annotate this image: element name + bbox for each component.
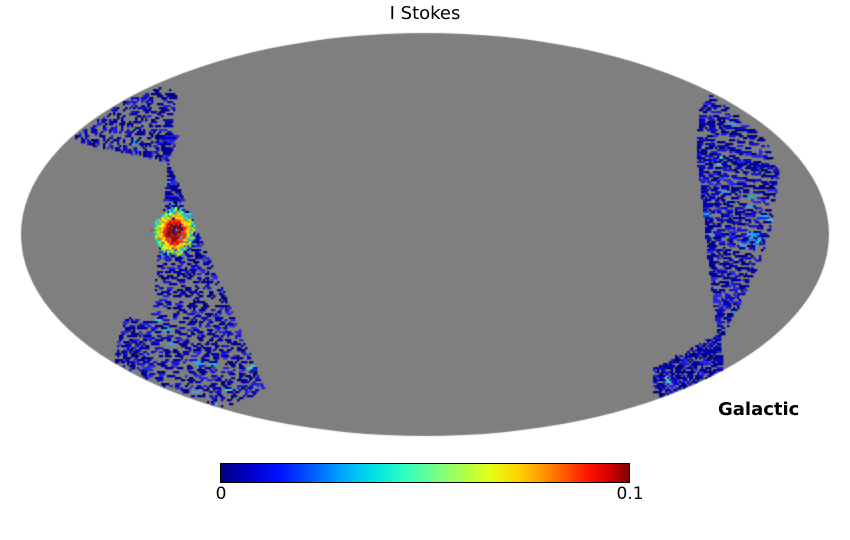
colorbar-min-label: 0 xyxy=(215,484,227,504)
colorbar-gradient xyxy=(220,463,630,483)
colorbar-max-label: 0.1 xyxy=(616,484,644,504)
coordinate-label: Galactic xyxy=(718,399,800,420)
